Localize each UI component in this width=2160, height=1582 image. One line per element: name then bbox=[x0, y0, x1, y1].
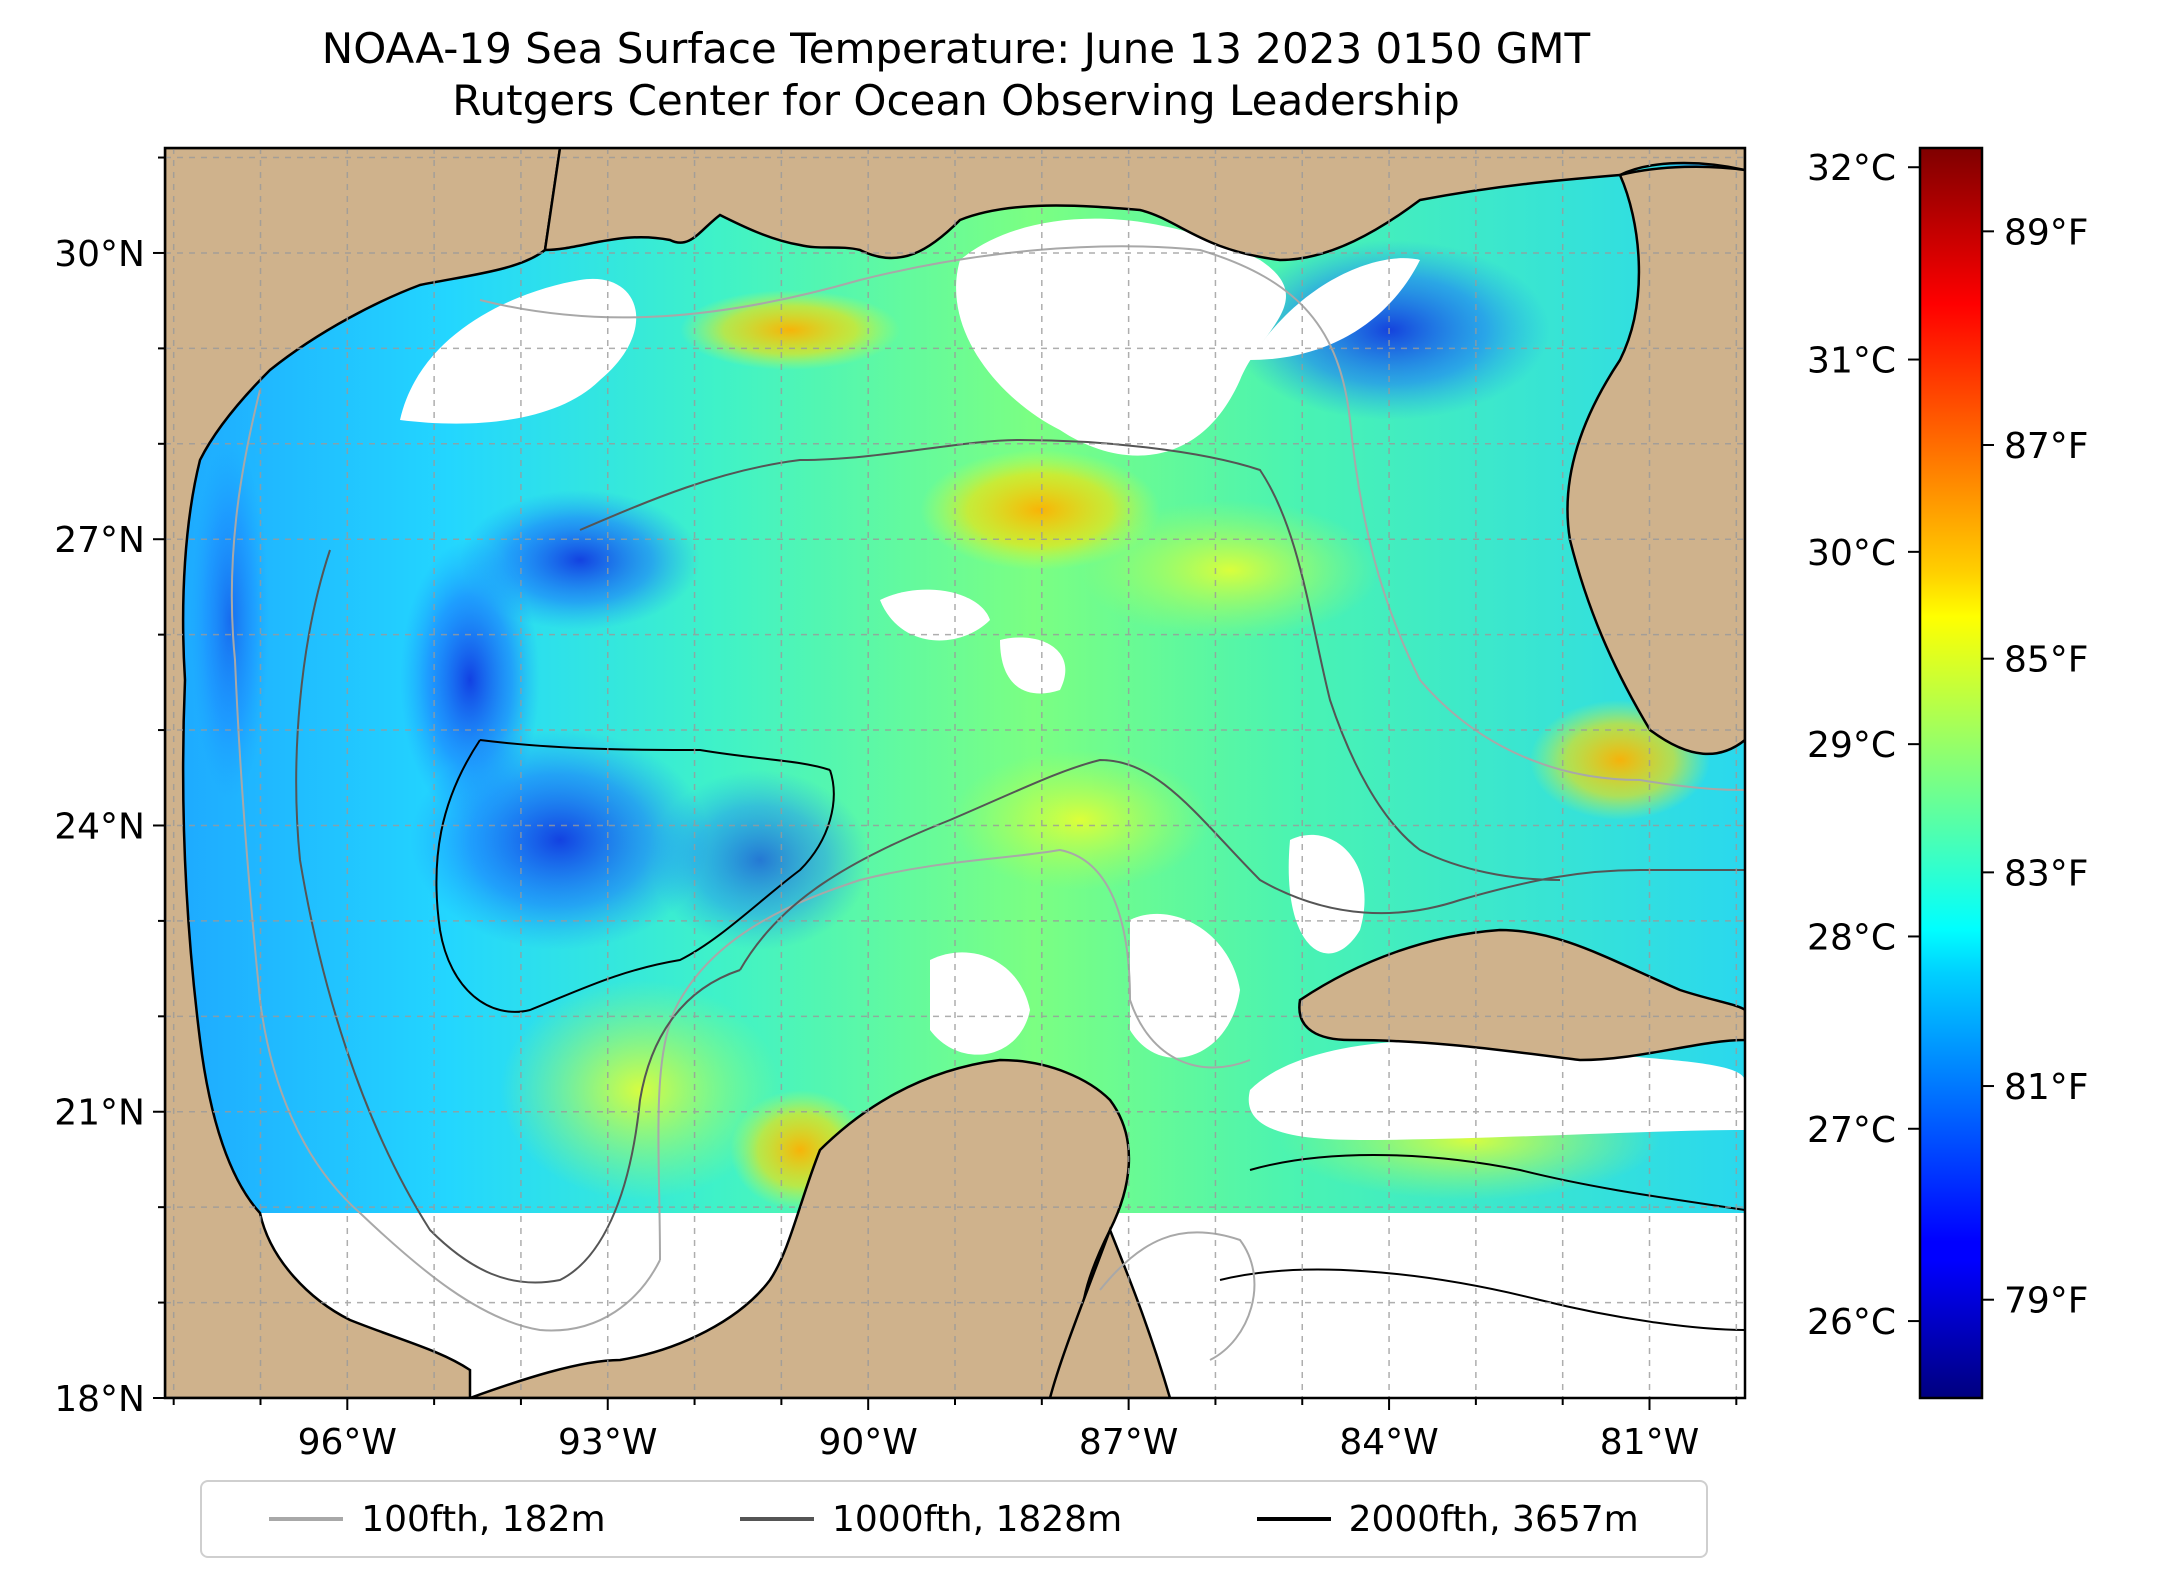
land-masses bbox=[165, 148, 1745, 1398]
fahrenheit-tick-label: 83°F bbox=[2004, 853, 2089, 894]
legend-item-2000fth: 2000fth, 3657m bbox=[1256, 1498, 1639, 1540]
lat-tick-label: 24°N bbox=[54, 806, 145, 847]
lat-tick-label: 30°N bbox=[54, 234, 145, 275]
lon-tick-label: 87°W bbox=[1079, 1422, 1178, 1463]
bathymetry-contours bbox=[230, 245, 1745, 1361]
legend-item-1000fth: 1000fth, 1828m bbox=[739, 1498, 1123, 1540]
celsius-tick-label: 27°C bbox=[1807, 1110, 1896, 1151]
legend-label-100fth: 100fth, 182m bbox=[361, 1498, 606, 1540]
legend-item-100fth: 100fth, 182m bbox=[269, 1498, 606, 1540]
chart-subtitle: Rutgers Center for Ocean Observing Leade… bbox=[452, 76, 1460, 125]
celsius-tick-label: 29°C bbox=[1807, 725, 1896, 766]
lat-tick-label: 18°N bbox=[54, 1379, 145, 1420]
celsius-tick-label: 30°C bbox=[1807, 533, 1896, 574]
sst-map: 18°N 21°N 24°N 27°N 30°N 96°W 93°W 90°W 87°W 84°… bbox=[54, 146, 1747, 1463]
celsius-tick-label: 26°C bbox=[1807, 1302, 1896, 1343]
colorbar-gradient bbox=[1918, 146, 1984, 1400]
fahrenheit-tick-label: 85°F bbox=[2004, 640, 2089, 681]
lon-tick-label: 84°W bbox=[1339, 1422, 1438, 1463]
fahrenheit-tick-label: 81°F bbox=[2004, 1067, 2089, 1108]
lon-tick-label: 93°W bbox=[558, 1422, 657, 1463]
lon-tick-label: 90°W bbox=[818, 1422, 917, 1463]
fahrenheit-tick-label: 87°F bbox=[2004, 426, 2089, 467]
legend-line-2000fth bbox=[1256, 1517, 1331, 1521]
lat-tick-label: 27°N bbox=[54, 520, 145, 561]
lon-tick-label: 96°W bbox=[298, 1422, 397, 1463]
legend-label-2000fth: 2000fth, 3657m bbox=[1348, 1498, 1639, 1540]
chart-title: NOAA-19 Sea Surface Temperature: June 13… bbox=[321, 24, 1591, 73]
lon-tick-label: 81°W bbox=[1600, 1422, 1699, 1463]
celsius-tick-label: 32°C bbox=[1807, 148, 1896, 189]
fahrenheit-tick-label: 79°F bbox=[2004, 1281, 2089, 1322]
bathymetry-legend: 100fth, 182m 1000fth, 1828m 2000fth, 365… bbox=[200, 1480, 1708, 1558]
legend-label-1000fth: 1000fth, 1828m bbox=[831, 1498, 1123, 1540]
fahrenheit-tick-label: 89°F bbox=[2004, 212, 2089, 253]
legend-line-100fth bbox=[269, 1517, 344, 1521]
colorbar: 26°C 27°C 28°C 29°C 30°C 31°C 32°C 79°F 81°F 83°… bbox=[1807, 146, 2089, 1400]
legend-line-1000fth bbox=[739, 1517, 814, 1521]
lat-tick-label: 21°N bbox=[54, 1093, 145, 1134]
celsius-tick-label: 31°C bbox=[1807, 341, 1896, 382]
celsius-tick-label: 28°C bbox=[1807, 917, 1896, 958]
